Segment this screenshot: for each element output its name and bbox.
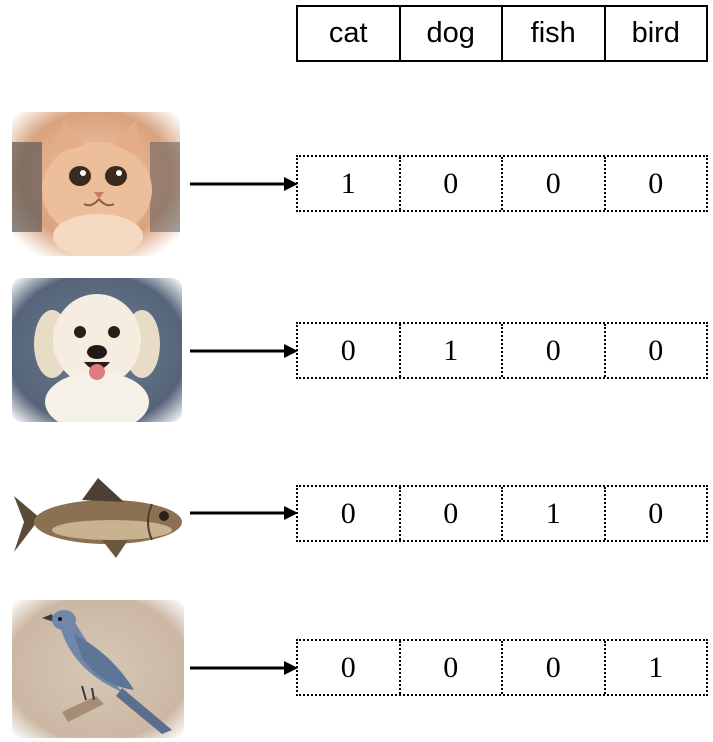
one-hot-vector: 0 0 0 1 (296, 639, 708, 696)
header-cell-fish: fish (503, 7, 606, 60)
class-header-table: cat dog fish bird (296, 5, 708, 62)
arrow-icon (190, 661, 298, 675)
header-cell-bird: bird (631, 17, 680, 49)
vector-cell: 1 (298, 157, 401, 210)
row-fish: 0 0 1 0 (0, 438, 713, 588)
vector-cell: 0 (298, 487, 401, 540)
vector-cell: 0 (298, 641, 401, 694)
fish-photo-icon (12, 466, 182, 562)
arrow-icon (190, 506, 298, 520)
header-cell-dog: dog (401, 7, 503, 60)
one-hot-vector: 0 1 0 0 (296, 322, 708, 379)
row-dog: 0 1 0 0 (0, 274, 713, 424)
vector-cell: 0 (503, 157, 606, 210)
arrow-icon (190, 344, 298, 358)
vector-cell: 0 (648, 333, 664, 367)
row-bird: 0 0 0 1 (0, 592, 713, 742)
one-hot-vector: 0 0 1 0 (296, 485, 708, 542)
cat-photo-icon (12, 112, 180, 256)
vector-cell: 0 (401, 641, 503, 694)
vector-cell: 0 (298, 324, 401, 377)
vector-cell: 1 (503, 487, 606, 540)
vector-cell: 1 (401, 324, 503, 377)
vector-cell: 0 (648, 496, 664, 530)
header-cell-cat: cat (298, 7, 401, 60)
vector-cell: 0 (503, 324, 606, 377)
vector-cell: 1 (648, 650, 664, 684)
vector-cell: 0 (503, 641, 606, 694)
row-cat: 1 0 0 0 (0, 108, 713, 258)
bird-photo-icon (12, 600, 184, 738)
vector-cell: 0 (401, 487, 503, 540)
vector-cell: 0 (401, 157, 503, 210)
arrow-icon (190, 177, 298, 191)
vector-cell: 0 (648, 166, 664, 200)
dog-photo-icon (12, 278, 182, 422)
one-hot-vector: 1 0 0 0 (296, 155, 708, 212)
